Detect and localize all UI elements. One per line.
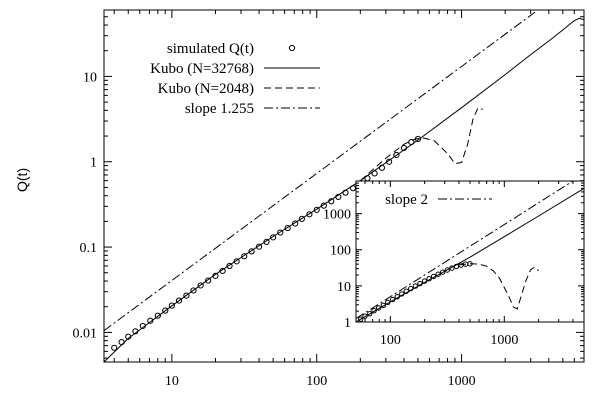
main-series-kubo-n-2048-line [359, 107, 483, 182]
main-series-simulated-q-t-point [284, 224, 291, 232]
main-series-simulated-q-t-point [168, 302, 175, 309]
main-series-simulated-q-t-point [205, 277, 212, 284]
main-y-tick-label: 0.01 [73, 326, 98, 341]
inset-series-line-0-point [367, 310, 373, 317]
inset-y-tick-label: 100 [330, 244, 351, 259]
main-legend-marker [288, 44, 296, 52]
main-x-tick-label: 1000 [448, 374, 476, 389]
main-legend-label: simulated Q(t) [167, 41, 254, 57]
main-series-simulated-q-t-point [197, 282, 204, 289]
main-legend-label: slope 1.255 [185, 101, 254, 117]
main-series-simulated-q-t-point [162, 307, 169, 314]
main-series-simulated-q-t-point [306, 211, 313, 218]
inset-legend-label: slope 2 [385, 192, 428, 208]
main-series-simulated-q-t-point [147, 317, 154, 324]
main-series-kubo-n-32768-line [104, 17, 584, 362]
main-series-simulated-q-t-point [263, 238, 270, 245]
main-series-simulated-q-t-point [270, 234, 277, 241]
main-series-simulated-q-t-point [277, 229, 284, 236]
main-series-simulated-q-t-point [313, 206, 320, 213]
main-series-simulated-q-t-point [233, 258, 240, 265]
inset-y-tick-label: 1000 [323, 208, 351, 223]
main-series-simulated-q-t-point [248, 248, 255, 255]
main-x-tick-label: 100 [306, 374, 327, 389]
inset-series-line-0-point [380, 302, 387, 308]
main-series-simulated-q-t-point [111, 344, 118, 351]
main-series-group [104, 10, 584, 362]
main-series-simulated-q-t-point [320, 202, 327, 209]
inset-series-group [356, 181, 584, 322]
main-legend-label: Kubo (N=32768) [150, 61, 254, 77]
main-x-tick-label: 10 [165, 374, 179, 389]
y-axis-label: Q(t) [14, 167, 30, 192]
inset-series-line-0-point [439, 269, 446, 275]
main-series-simulated-q-t-point [393, 151, 400, 159]
main-series-simulated-q-t-point [241, 253, 248, 260]
inset-series-line-0-point [358, 316, 364, 322]
inset-series-line-2-line [458, 263, 539, 310]
main-series-simulated-q-t-point [175, 297, 183, 304]
main-y-tick-label: 0.1 [80, 241, 98, 256]
inset-series-line-0-point [444, 267, 450, 273]
inset-x-tick-label: 100 [380, 333, 401, 348]
inset-y-tick-label: 1 [344, 316, 351, 331]
main-series-simulated-q-t-point [154, 312, 161, 319]
main-series-simulated-q-t-point [292, 220, 299, 227]
main-series-simulated-q-t-point [226, 262, 233, 270]
inset-x-tick-label: 1000 [490, 333, 518, 348]
main-series-slope-1-255-line [104, 10, 539, 332]
main-legend-label: Kubo (N=2048) [158, 81, 254, 97]
main-series-simulated-q-t-point [298, 215, 305, 222]
main-series-simulated-q-t-point [183, 292, 190, 299]
inset-series-line-0-point [435, 271, 441, 277]
main-y-tick-label: 10 [83, 70, 97, 85]
main-series-simulated-q-t-point [255, 243, 263, 250]
inset-group: 100 1000 1 10 100 1000 slope 2 [323, 180, 585, 348]
inset-series-slope-2-line [356, 181, 574, 319]
inset-series-line-0-point [362, 313, 368, 319]
main-y-tick-label: 1 [90, 156, 97, 171]
inset-series-line-1-line [356, 187, 584, 322]
inset-y-tick-label: 10 [337, 280, 351, 295]
inset-series-line-0-point [371, 308, 377, 314]
main-series-simulated-q-t-point [190, 287, 197, 294]
